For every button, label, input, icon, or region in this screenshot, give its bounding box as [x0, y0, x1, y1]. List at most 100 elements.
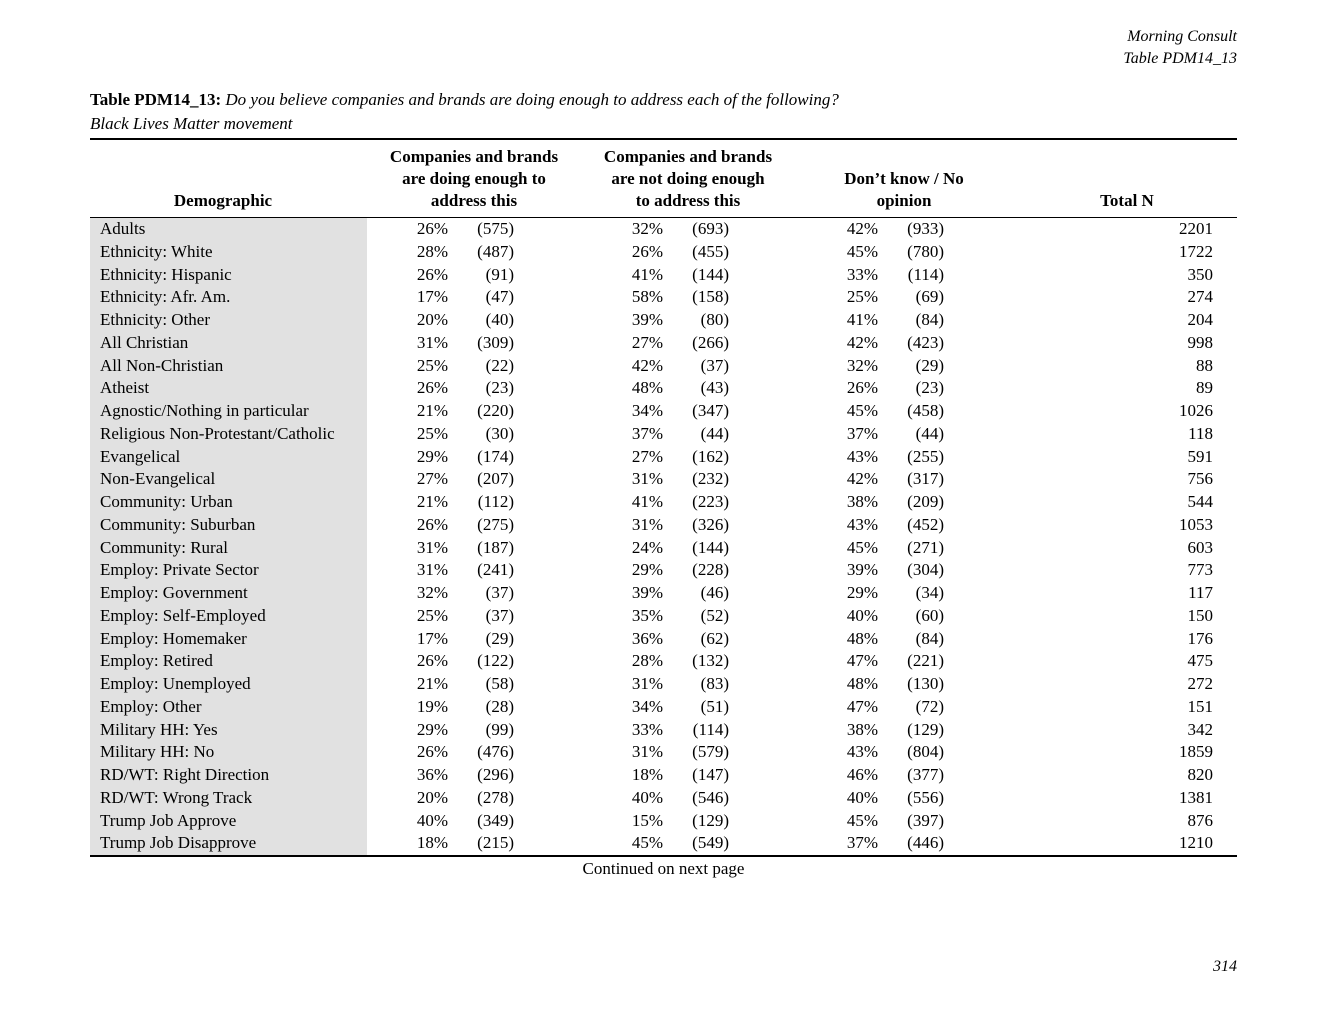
- not-doing-enough-pct: 18%: [631, 765, 663, 784]
- total-n: 88: [1196, 355, 1213, 375]
- dont-know-pct: 43%: [846, 514, 878, 534]
- dont-know-n: (129): [907, 719, 944, 739]
- not-doing-enough-n: (162): [692, 446, 729, 466]
- not-doing-enough-pct: 28%: [631, 651, 663, 671]
- not-doing-enough-n: (129): [692, 810, 729, 830]
- doing-enough-n: (112): [477, 492, 514, 511]
- doing-enough-n: (58): [485, 674, 514, 693]
- table-row: RD/WT: Right Direction 36% (296) 18% (14…: [90, 764, 1237, 787]
- row-demographic-label: Employ: Homemaker: [90, 627, 367, 651]
- not-doing-enough-n: (549): [692, 833, 729, 853]
- total-n: 342: [1187, 719, 1214, 739]
- not-doing-enough-pct: 29%: [631, 560, 663, 580]
- doing-enough-pct: 21%: [416, 401, 448, 420]
- total-n: 150: [1187, 605, 1214, 625]
- table-row: Employ: Government 32% (37) 39% (46) 29%…: [90, 582, 1237, 605]
- row-demographic-label: Community: Suburban: [90, 513, 367, 537]
- doing-enough-n: (28): [485, 696, 514, 716]
- total-n: 1210: [1179, 833, 1213, 853]
- doing-enough-n: (207): [477, 469, 514, 489]
- not-doing-enough-pct: 41%: [631, 492, 663, 511]
- not-doing-enough-pct: 39%: [631, 310, 663, 329]
- table-row: Adults 26% (575) 32% (693) 42% (933) 220…: [90, 218, 1237, 241]
- not-doing-enough-n: (80): [700, 310, 729, 329]
- not-doing-enough-n: (232): [692, 469, 729, 489]
- col-header-doing-enough-line2: are doing enough to: [402, 169, 546, 188]
- not-doing-enough-pct: 39%: [631, 583, 663, 602]
- doing-enough-pct: 26%: [416, 219, 448, 238]
- not-doing-enough-n: (144): [692, 264, 729, 284]
- not-doing-enough-pct: 33%: [631, 719, 663, 739]
- not-doing-enough-pct: 15%: [631, 810, 663, 830]
- dont-know-n: (84): [915, 628, 944, 648]
- not-doing-enough-n: (147): [692, 765, 729, 784]
- not-doing-enough-n: (114): [692, 719, 729, 739]
- table-header-row: Demographic Companies and brands are doi…: [90, 138, 1237, 218]
- doing-enough-n: (187): [477, 537, 514, 557]
- doing-enough-pct: 31%: [416, 537, 448, 557]
- row-demographic-label: Community: Rural: [90, 536, 367, 560]
- not-doing-enough-pct: 35%: [631, 605, 663, 625]
- dont-know-pct: 25%: [846, 287, 878, 307]
- total-n: 350: [1187, 264, 1214, 284]
- doing-enough-pct: 26%: [416, 378, 448, 398]
- total-n: 117: [1188, 583, 1213, 602]
- dont-know-pct: 33%: [846, 264, 878, 284]
- row-demographic-label: Ethnicity: Hispanic: [90, 263, 367, 287]
- not-doing-enough-n: (62): [700, 628, 729, 648]
- dont-know-n: (423): [907, 332, 944, 352]
- doing-enough-n: (91): [485, 264, 514, 284]
- doing-enough-n: (476): [477, 742, 514, 762]
- row-demographic-label: Trump Job Approve: [90, 809, 367, 833]
- not-doing-enough-n: (43): [700, 378, 729, 398]
- doing-enough-n: (23): [485, 378, 514, 398]
- dont-know-pct: 38%: [846, 719, 878, 739]
- doing-enough-pct: 36%: [416, 765, 448, 784]
- total-n: 1859: [1179, 742, 1213, 762]
- dont-know-pct: 38%: [846, 492, 878, 511]
- table-row: Community: Urban 21% (112) 41% (223) 38%…: [90, 491, 1237, 514]
- doing-enough-pct: 29%: [416, 446, 448, 466]
- not-doing-enough-n: (455): [692, 241, 729, 261]
- total-n: 151: [1187, 696, 1214, 716]
- dont-know-n: (446): [907, 833, 944, 853]
- running-header: Morning Consult Table PDM14_13: [1123, 26, 1237, 70]
- col-header-not-doing-enough: Companies and brands are not doing enoug…: [604, 146, 772, 212]
- total-n: 1053: [1179, 514, 1213, 534]
- doing-enough-pct: 26%: [416, 651, 448, 671]
- row-demographic-label: Atheist: [90, 377, 367, 400]
- col-header-demographic: Demographic: [173, 191, 273, 210]
- doing-enough-pct: 25%: [416, 423, 448, 443]
- row-demographic-label: Employ: Self-Employed: [90, 604, 367, 628]
- table-row: Evangelical 29% (174) 27% (162) 43% (255…: [90, 445, 1237, 469]
- doing-enough-n: (30): [485, 423, 514, 443]
- not-doing-enough-n: (46): [700, 583, 729, 602]
- table-row: Employ: Retired 26% (122) 28% (132) 47% …: [90, 650, 1237, 673]
- table-body: Adults 26% (575) 32% (693) 42% (933) 220…: [90, 218, 1237, 857]
- doing-enough-n: (349): [477, 810, 514, 830]
- dont-know-pct: 46%: [846, 765, 878, 784]
- not-doing-enough-n: (546): [692, 787, 729, 807]
- dont-know-n: (271): [907, 537, 944, 557]
- doing-enough-n: (296): [477, 765, 514, 784]
- not-doing-enough-pct: 24%: [631, 537, 663, 557]
- row-demographic-label: Evangelical: [90, 445, 367, 469]
- table-row: Ethnicity: White 28% (487) 26% (455) 45%…: [90, 240, 1237, 264]
- total-n: 204: [1187, 310, 1214, 329]
- dont-know-n: (29): [915, 355, 944, 375]
- doing-enough-n: (174): [477, 446, 514, 466]
- not-doing-enough-n: (158): [692, 287, 729, 307]
- dont-know-pct: 37%: [846, 833, 878, 853]
- table-row: Trump Job Approve 40% (349) 15% (129) 45…: [90, 809, 1237, 833]
- row-demographic-label: Employ: Retired: [90, 650, 367, 673]
- table-row: Employ: Private Sector 31% (241) 29% (22…: [90, 559, 1237, 582]
- row-demographic-label: Community: Urban: [90, 491, 367, 514]
- not-doing-enough-pct: 32%: [631, 219, 663, 238]
- not-doing-enough-n: (144): [692, 537, 729, 557]
- doing-enough-n: (215): [477, 833, 514, 853]
- dont-know-pct: 42%: [846, 219, 878, 238]
- not-doing-enough-pct: 31%: [631, 674, 663, 693]
- dont-know-n: (304): [907, 560, 944, 580]
- continued-note: Continued on next page: [582, 859, 745, 878]
- row-demographic-label: Employ: Unemployed: [90, 673, 367, 696]
